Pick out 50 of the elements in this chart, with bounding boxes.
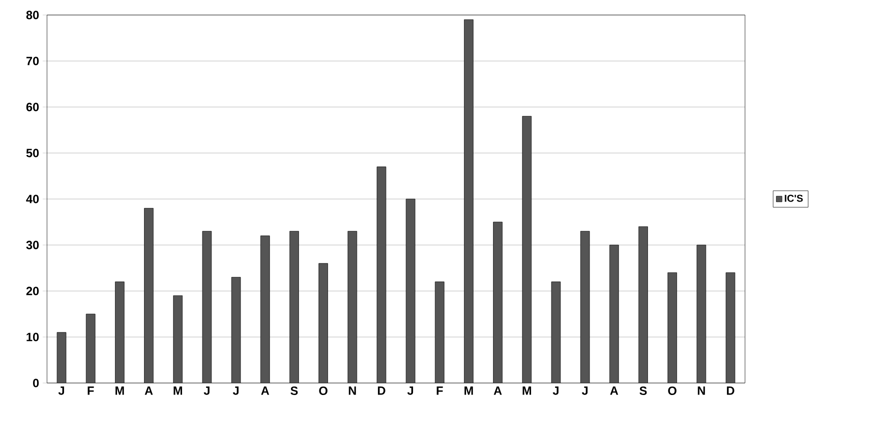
x-tick-label: D: [726, 386, 734, 395]
bar: [464, 19, 474, 383]
bar: [348, 231, 358, 383]
x-tick-label: F: [436, 386, 443, 395]
y-tick-label: 80: [26, 10, 39, 20]
bar: [86, 314, 96, 383]
x-tick-label: A: [494, 386, 502, 395]
bar: [260, 236, 270, 383]
x-tick-label: O: [668, 386, 676, 395]
y-tick-label: 0: [33, 378, 39, 388]
x-tick-label: S: [290, 386, 298, 395]
bar: [318, 263, 328, 383]
bar: [434, 282, 444, 383]
x-tick-label: J: [58, 386, 64, 395]
x-tick-label: N: [698, 386, 705, 395]
x-tick-label: O: [319, 386, 328, 395]
x-tick-label: J: [407, 386, 414, 395]
x-tick-label: F: [88, 386, 94, 395]
x-tick-label: J: [552, 386, 558, 395]
x-tick-label: M: [116, 386, 124, 395]
bar: [144, 208, 154, 383]
x-tick-label: N: [348, 386, 356, 395]
bar: [290, 231, 299, 383]
bar: [115, 282, 124, 383]
x-tick-label: A: [261, 386, 270, 395]
x-tick-label: A: [144, 386, 153, 395]
bar: [493, 222, 502, 383]
bar: [696, 244, 706, 383]
y-tick-label: 20: [26, 286, 39, 296]
y-tick-label: 30: [26, 240, 39, 250]
x-tick-label: A: [610, 386, 618, 395]
x-tick-label: M: [174, 386, 182, 395]
bar: [668, 272, 677, 383]
x-tick-label: M: [464, 386, 473, 395]
y-tick-label: 40: [26, 194, 39, 204]
bar: [638, 226, 648, 383]
bar: [609, 244, 619, 383]
y-tick-label: 10: [26, 332, 39, 342]
x-tick-label: J: [204, 386, 210, 395]
x-tick-label: S: [640, 386, 647, 395]
y-tick-label: 60: [26, 102, 39, 112]
y-tick-label: 70: [26, 56, 39, 66]
bar: [173, 295, 183, 383]
bar: [522, 116, 532, 383]
y-tick-label: 50: [26, 148, 39, 158]
legend-label: IC'S: [784, 194, 803, 202]
x-tick-label: M: [522, 386, 532, 395]
x-tick-label: J: [582, 386, 588, 395]
x-tick-label: J: [232, 386, 239, 395]
x-tick-label: D: [378, 386, 386, 395]
